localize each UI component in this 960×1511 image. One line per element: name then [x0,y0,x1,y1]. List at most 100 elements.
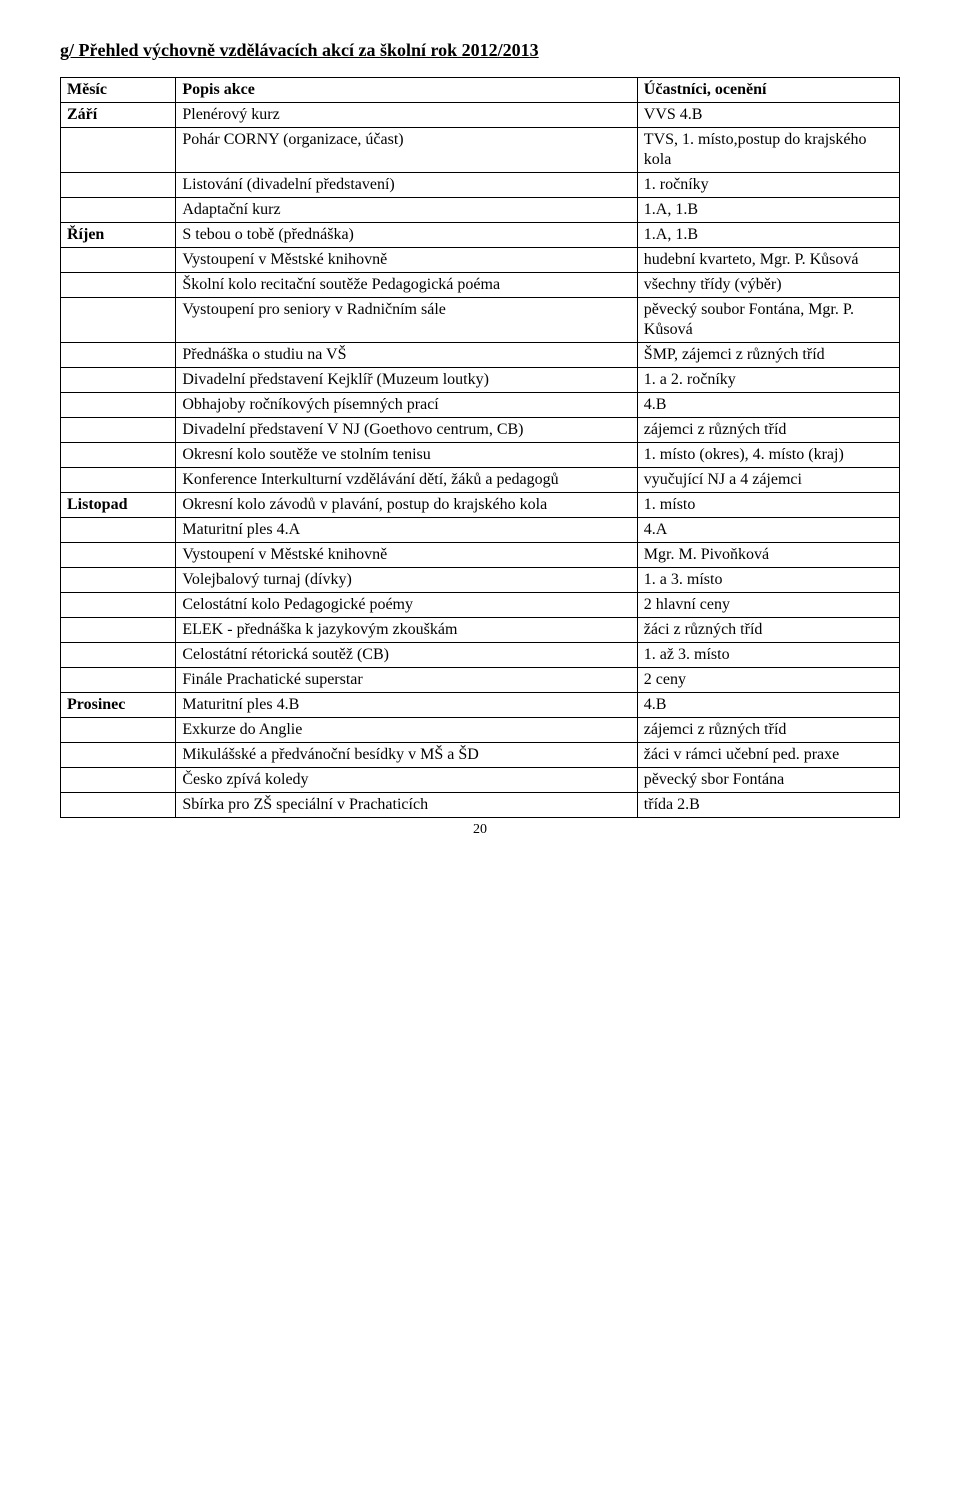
cell-month [61,768,176,793]
table-row: Mikulášské a předvánoční besídky v MŠ a … [61,743,900,768]
cell-month [61,618,176,643]
cell-participants: 1. místo [637,493,899,518]
table-row: Konference Interkulturní vzdělávání dětí… [61,468,900,493]
cell-description: Vystoupení pro seniory v Radničním sále [176,298,637,343]
cell-participants: Mgr. M. Pivoňková [637,543,899,568]
cell-participants: hudební kvarteto, Mgr. P. Kůsová [637,248,899,273]
cell-description: Přednáška o studiu na VŠ [176,343,637,368]
table-row: Okresní kolo soutěže ve stolním tenisu1.… [61,443,900,468]
cell-description: Plenérový kurz [176,103,637,128]
cell-month [61,743,176,768]
cell-month [61,298,176,343]
table-row: Sbírka pro ZŠ speciální v Prachaticíchtř… [61,793,900,818]
cell-participants: zájemci z různých tříd [637,418,899,443]
cell-description: Listování (divadelní představení) [176,173,637,198]
cell-description: Česko zpívá koledy [176,768,637,793]
cell-description: Celostátní rétorická soutěž (CB) [176,643,637,668]
cell-participants: 2 ceny [637,668,899,693]
cell-month [61,543,176,568]
cell-participants: 1. místo (okres), 4. místo (kraj) [637,443,899,468]
table-row: Školní kolo recitační soutěže Pedagogick… [61,273,900,298]
table-row: Volejbalový turnaj (dívky)1. a 3. místo [61,568,900,593]
table-row: Vystoupení v Městské knihovněMgr. M. Piv… [61,543,900,568]
cell-month [61,568,176,593]
table-row: Divadelní představení V NJ (Goethovo cen… [61,418,900,443]
cell-description: Vystoupení v Městské knihovně [176,543,637,568]
table-row: Adaptační kurz1.A, 1.B [61,198,900,223]
cell-participants: třída 2.B [637,793,899,818]
table-row: ŘíjenS tebou o tobě (přednáška)1.A, 1.B [61,223,900,248]
cell-participants: ŠMP, zájemci z různých tříd [637,343,899,368]
cell-description: Divadelní představení Kejklíř (Muzeum lo… [176,368,637,393]
table-row: Celostátní kolo Pedagogické poémy2 hlavn… [61,593,900,618]
table-row: ZáříPlenérový kurzVVS 4.B [61,103,900,128]
cell-description: Konference Interkulturní vzdělávání dětí… [176,468,637,493]
cell-participants: žáci z různých tříd [637,618,899,643]
cell-participants: 4.B [637,393,899,418]
cell-participants: pěvecký soubor Fontána, Mgr. P. Kůsová [637,298,899,343]
cell-month [61,593,176,618]
cell-participants: 1. a 3. místo [637,568,899,593]
table-row: ListopadOkresní kolo závodů v plavání, p… [61,493,900,518]
cell-month: Říjen [61,223,176,248]
cell-month [61,418,176,443]
table-row: ProsinecMaturitní ples 4.B4.B [61,693,900,718]
cell-participants: 1. a 2. ročníky [637,368,899,393]
page-title: g/ Přehled výchovně vzdělávacích akcí za… [60,40,900,61]
header-month: Měsíc [61,78,176,103]
table-row: Vystoupení v Městské knihovněhudební kva… [61,248,900,273]
cell-description: Obhajoby ročníkových písemných prací [176,393,637,418]
cell-month [61,518,176,543]
table-row: Maturitní ples 4.A4.A [61,518,900,543]
cell-participants: 1.A, 1.B [637,198,899,223]
header-participants: Účastníci, ocenění [637,78,899,103]
cell-participants: VVS 4.B [637,103,899,128]
events-table: Měsíc Popis akce Účastníci, ocenění Září… [60,77,900,818]
cell-participants: 4.A [637,518,899,543]
cell-participants: 4.B [637,693,899,718]
cell-description: Pohár CORNY (organizace, účast) [176,128,637,173]
table-header-row: Měsíc Popis akce Účastníci, ocenění [61,78,900,103]
cell-participants: žáci v rámci učební ped. praxe [637,743,899,768]
table-row: Divadelní představení Kejklíř (Muzeum lo… [61,368,900,393]
table-row: Vystoupení pro seniory v Radničním sálep… [61,298,900,343]
cell-participants: pěvecký sbor Fontána [637,768,899,793]
cell-description: Mikulášské a předvánoční besídky v MŠ a … [176,743,637,768]
cell-month [61,248,176,273]
cell-description: Okresní kolo závodů v plavání, postup do… [176,493,637,518]
cell-month [61,128,176,173]
header-desc: Popis akce [176,78,637,103]
table-row: Exkurze do Angliezájemci z různých tříd [61,718,900,743]
cell-description: Finále Prachatické superstar [176,668,637,693]
cell-participants: 1. ročníky [637,173,899,198]
cell-description: Divadelní představení V NJ (Goethovo cen… [176,418,637,443]
cell-participants: 2 hlavní ceny [637,593,899,618]
cell-month [61,198,176,223]
cell-month [61,643,176,668]
cell-month [61,393,176,418]
cell-month [61,368,176,393]
cell-description: Okresní kolo soutěže ve stolním tenisu [176,443,637,468]
cell-description: S tebou o tobě (přednáška) [176,223,637,248]
cell-description: Adaptační kurz [176,198,637,223]
cell-month [61,718,176,743]
table-row: Celostátní rétorická soutěž (CB)1. až 3.… [61,643,900,668]
cell-description: Celostátní kolo Pedagogické poémy [176,593,637,618]
cell-description: Vystoupení v Městské knihovně [176,248,637,273]
cell-month [61,173,176,198]
cell-participants: 1.A, 1.B [637,223,899,248]
cell-month [61,443,176,468]
cell-participants: TVS, 1. místo,postup do krajského kola [637,128,899,173]
table-row: Česko zpívá koledypěvecký sbor Fontána [61,768,900,793]
cell-month: Listopad [61,493,176,518]
cell-month [61,468,176,493]
cell-description: ELEK - přednáška k jazykovým zkouškám [176,618,637,643]
cell-description: Školní kolo recitační soutěže Pedagogick… [176,273,637,298]
cell-description: Maturitní ples 4.B [176,693,637,718]
cell-description: Exkurze do Anglie [176,718,637,743]
table-row: Obhajoby ročníkových písemných prací4.B [61,393,900,418]
cell-participants: zájemci z různých tříd [637,718,899,743]
cell-participants: 1. až 3. místo [637,643,899,668]
cell-description: Volejbalový turnaj (dívky) [176,568,637,593]
cell-month: Září [61,103,176,128]
